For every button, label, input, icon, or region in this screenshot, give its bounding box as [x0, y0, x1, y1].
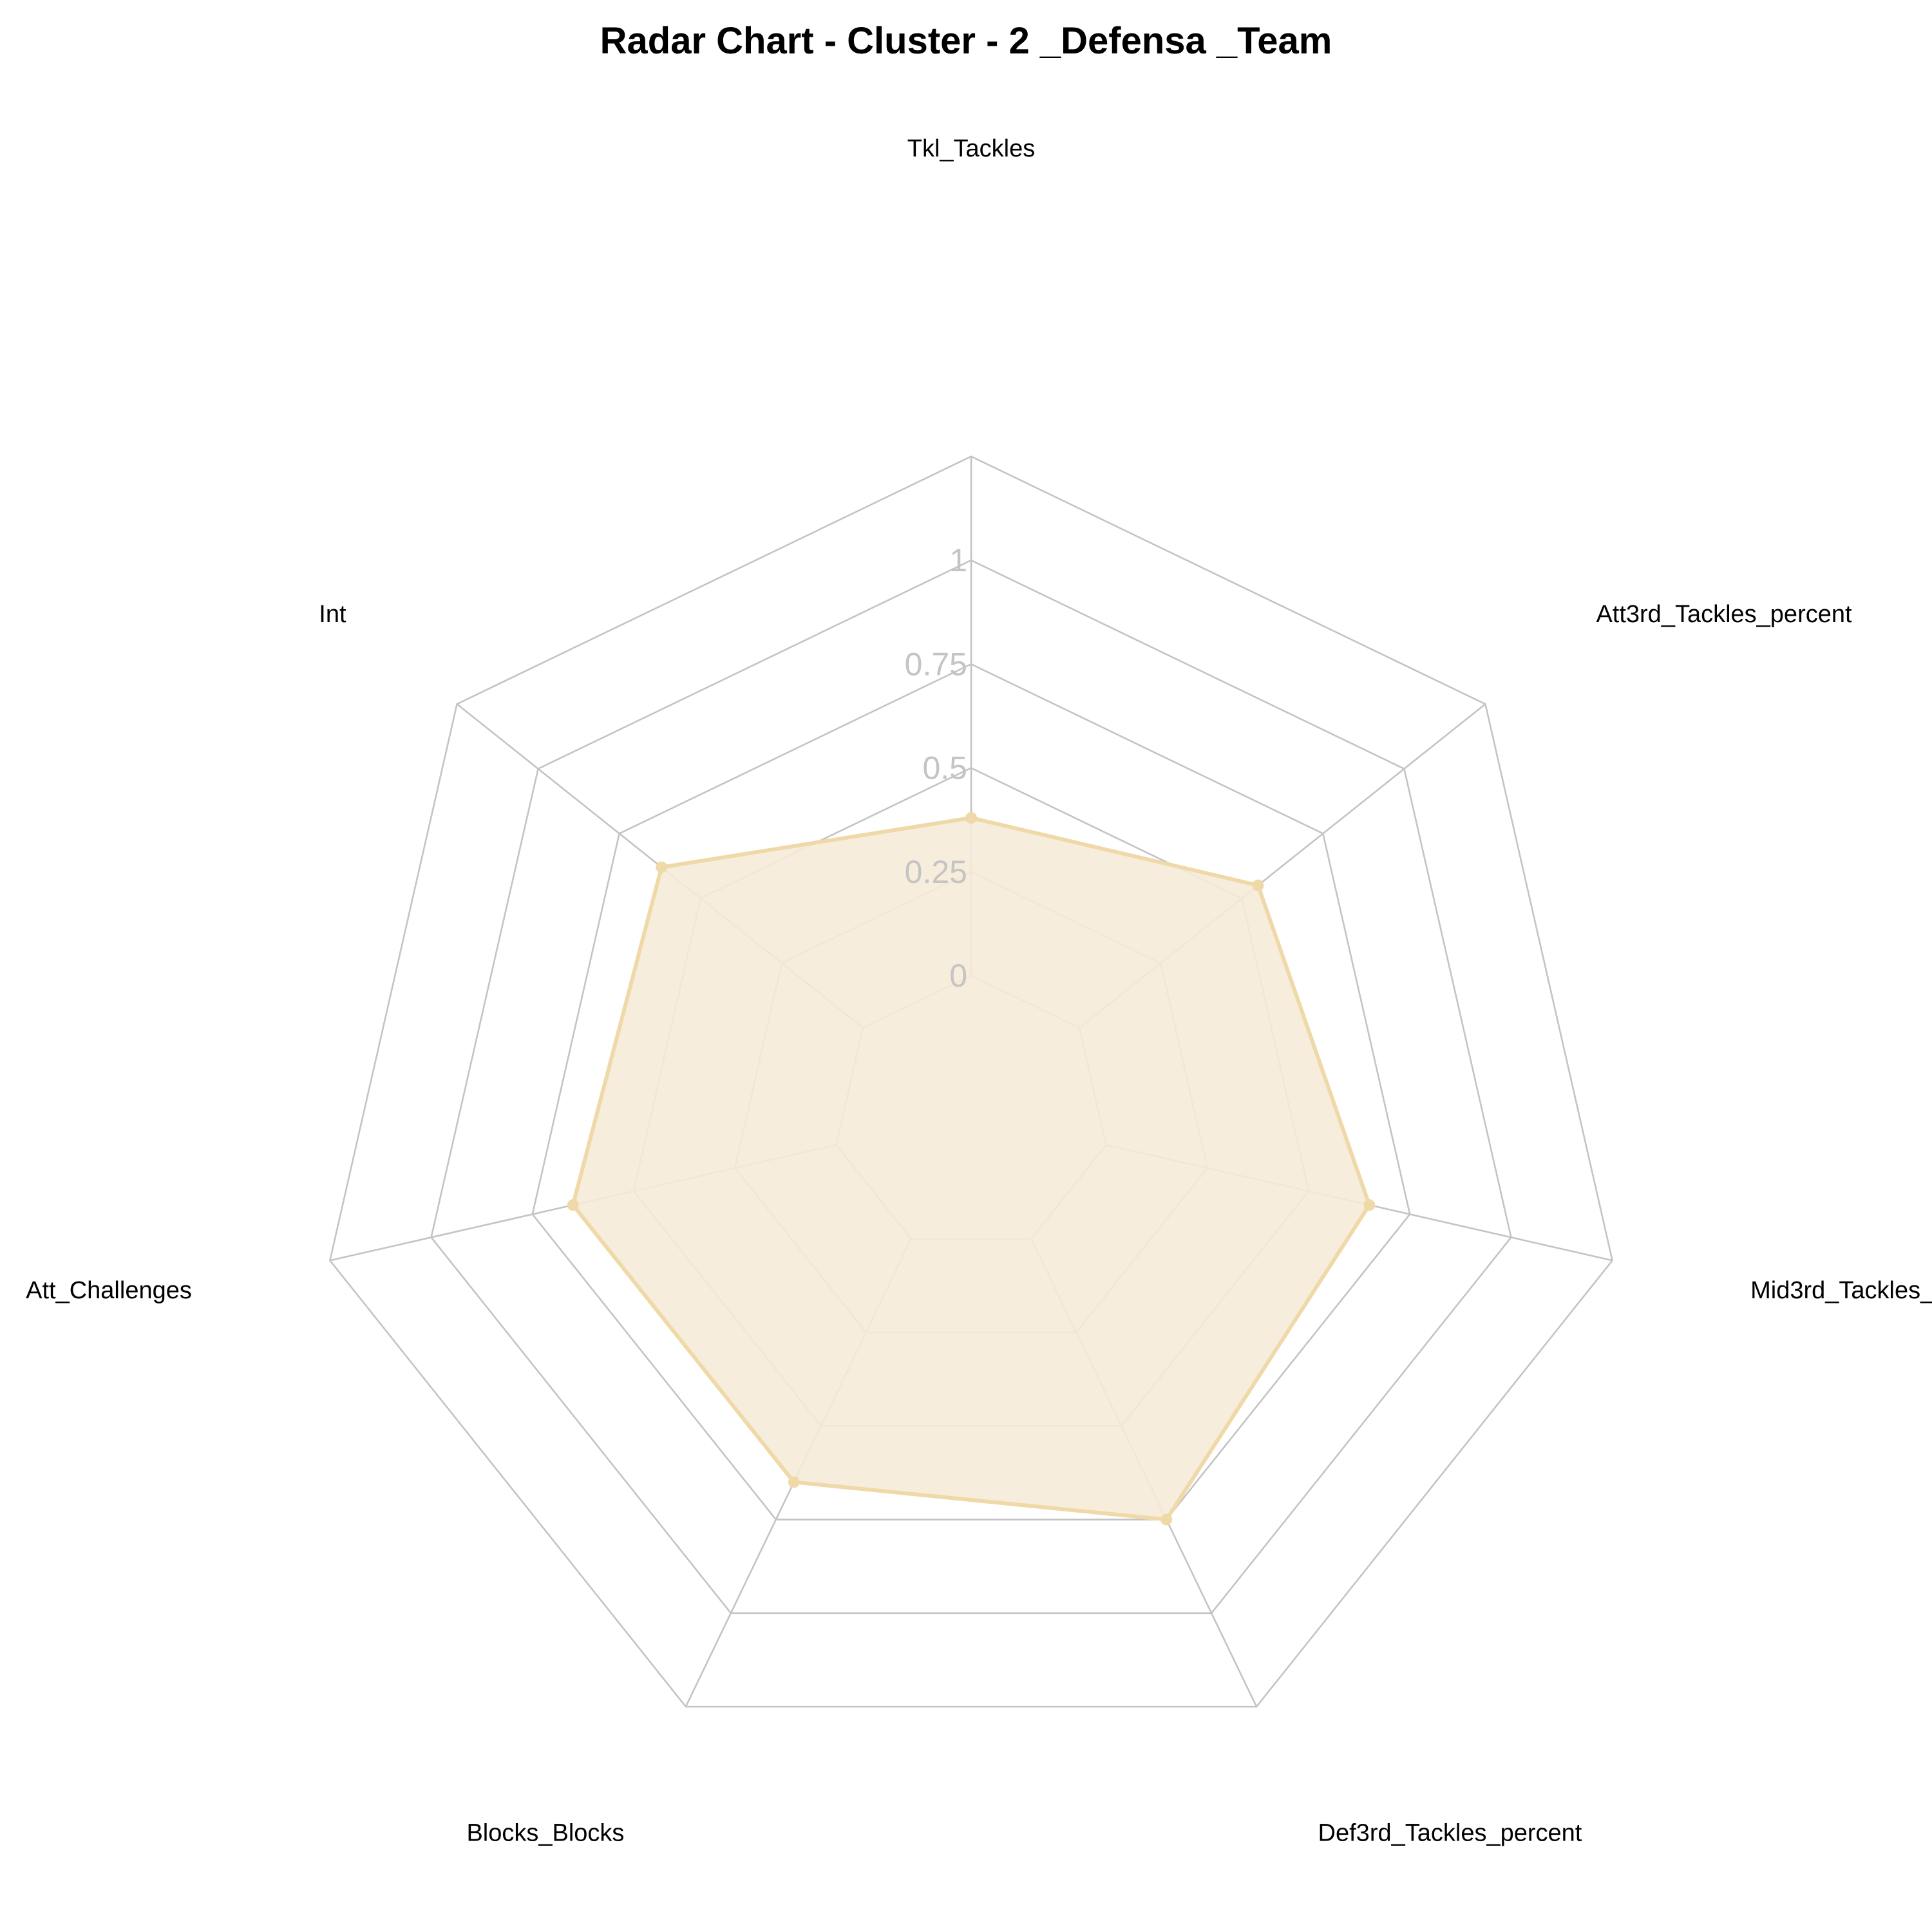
axis-label: Att3rd_Tackles_percent: [1596, 601, 1852, 628]
axis-label: Mid3rd_Tackles_percent: [1750, 1277, 1932, 1304]
data-point: [1363, 1199, 1376, 1211]
data-point: [567, 1199, 579, 1211]
grid-ring: [531, 663, 1411, 1520]
data-point: [1160, 1513, 1173, 1526]
data-point: [656, 861, 668, 873]
radar-tick-labels: 0 0.25 0.5 0.75 1: [905, 542, 967, 994]
grid-ring: [328, 455, 1614, 1708]
radar-series: [567, 811, 1376, 1526]
tick-label: 0: [949, 958, 967, 994]
data-point: [965, 811, 977, 824]
tick-label: 0.75: [905, 646, 967, 682]
radar-axis-labels: Tkl_Tackles Att3rd_Tackles_percent Mid3rd_…: [26, 135, 1932, 1846]
axis-label: Int: [319, 601, 346, 628]
chart-title: Radar Chart - Cluster - 2 _Defensa _Team: [600, 20, 1332, 62]
tick-label: 1: [949, 542, 967, 578]
tick-label: 0.25: [905, 854, 967, 890]
tick-label: 0.5: [922, 750, 967, 786]
data-point: [1252, 879, 1264, 891]
data-point: [788, 1476, 800, 1488]
grid-ring: [430, 559, 1512, 1615]
axis-label: Tkl_Tackles: [907, 135, 1036, 162]
axis-label: Def3rd_Tackles_percent: [1318, 1819, 1582, 1846]
axis-label: Att_Challenges: [26, 1277, 192, 1304]
series-area: [571, 815, 1372, 1522]
axis-label: Blocks_Blocks: [466, 1819, 624, 1846]
